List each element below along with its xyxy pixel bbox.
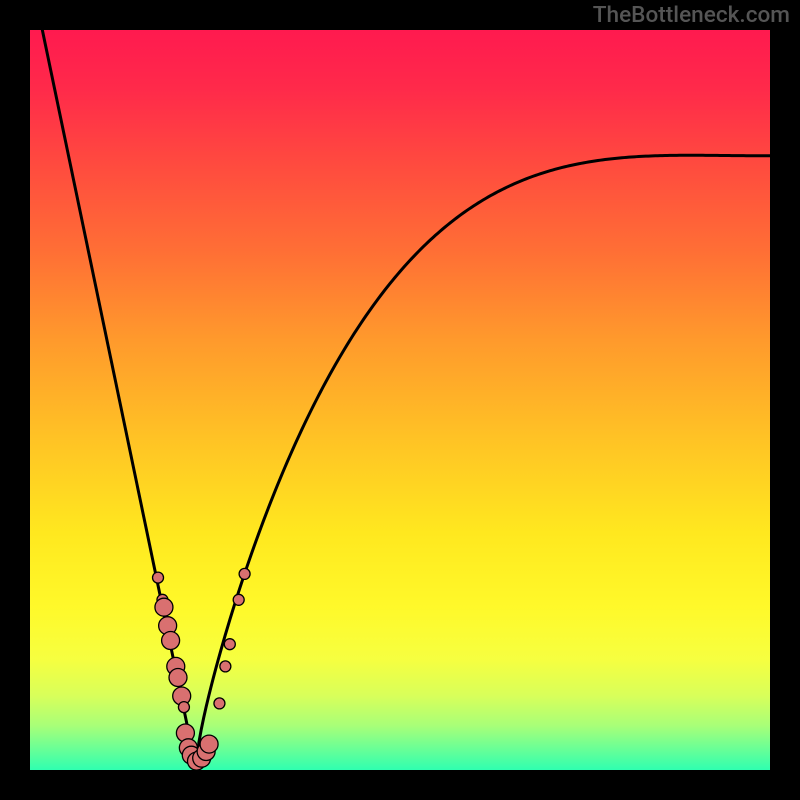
watermark-label: TheBottleneck.com <box>0 0 800 30</box>
data-point-marker <box>239 568 250 579</box>
stage: TheBottleneck.com <box>0 0 800 800</box>
data-point-marker <box>155 598 173 616</box>
data-point-marker <box>178 702 189 713</box>
data-point-marker <box>214 698 225 709</box>
data-point-marker <box>200 735 218 753</box>
data-point-marker <box>162 632 180 650</box>
data-point-marker <box>220 661 231 672</box>
bottleneck-curve <box>30 30 770 770</box>
data-point-marker <box>233 594 244 605</box>
plot-area <box>30 30 770 770</box>
data-point-marker <box>153 572 164 583</box>
data-point-marker <box>169 669 187 687</box>
data-point-marker <box>224 639 235 650</box>
chart-svg <box>30 30 770 770</box>
